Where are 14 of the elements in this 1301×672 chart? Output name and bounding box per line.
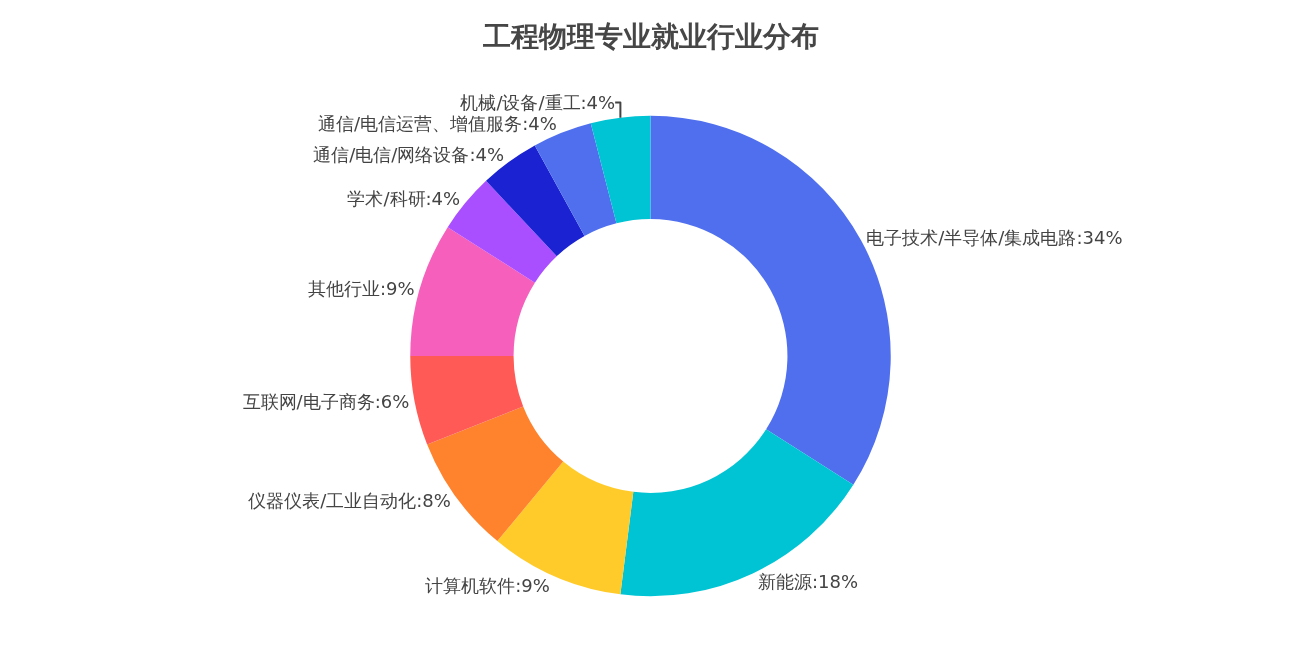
slice-label: 机械/设备/重工:4% — [460, 92, 616, 114]
chart-title: 工程物理专业就业行业分布 — [481, 20, 819, 54]
slice-label: 通信/电信/网络设备:4% — [313, 144, 505, 166]
slice-label: 计算机软件:9% — [425, 574, 550, 596]
donut-slice — [410, 356, 524, 445]
slice-label: 电子技术/半导体/集成电路:34% — [866, 227, 1123, 249]
slice-label: 通信/电信运营、增值服务:4% — [318, 113, 557, 135]
slice-label: 学术/科研:4% — [347, 188, 461, 210]
donut-slice — [497, 461, 634, 595]
slice-label: 新能源:18% — [758, 571, 859, 593]
slice-label: 仪器仪表/工业自动化:8% — [248, 490, 451, 512]
donut-slice — [590, 115, 651, 224]
slice-label: 互联网/电子商务:6% — [242, 390, 410, 412]
slice-label: 其他行业:9% — [307, 277, 415, 299]
